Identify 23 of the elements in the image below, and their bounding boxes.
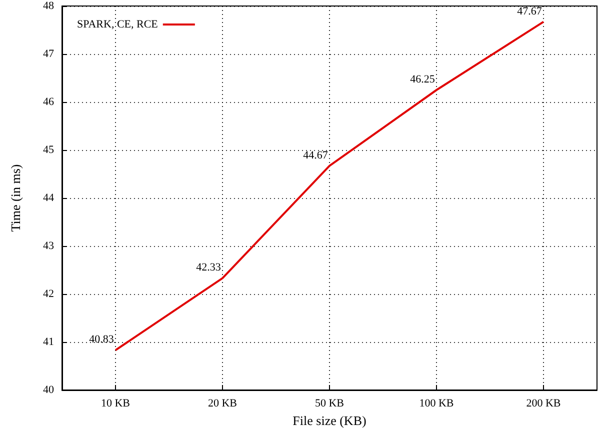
data-label: 42.33 <box>196 262 222 274</box>
x-tick-label: 50 KB <box>314 398 344 410</box>
data-label: 40.83 <box>89 334 114 346</box>
data-label: 47.67 <box>517 5 542 18</box>
x-tick-label: 20 KB <box>208 398 238 410</box>
line-series <box>114 20 544 352</box>
y-tick-label: 47 <box>43 48 54 60</box>
y-tick-label: 48 <box>43 0 54 12</box>
data-label: 44.67 <box>303 149 328 162</box>
y-tick-label: 42 <box>43 288 54 300</box>
y-tick-label: 40 <box>43 384 54 396</box>
data-label: 46.25 <box>410 74 436 86</box>
y-tick-label: 44 <box>43 192 54 204</box>
x-tick-label: 100 KB <box>419 398 454 410</box>
legend-label: SPARK, CE, RCE <box>76 18 158 30</box>
y-axis-title: Time (in ms) <box>8 164 23 232</box>
y-tick-label: 45 <box>43 144 54 156</box>
y-tick-label: 41 <box>43 336 54 348</box>
y-tick-label: 46 <box>43 96 54 108</box>
y-tick-label: 43 <box>43 240 54 252</box>
x-tick-label: 200 KB <box>526 398 561 410</box>
x-axis-title: File size (KB) <box>292 413 366 428</box>
x-tick-label: 10 KB <box>100 398 130 410</box>
